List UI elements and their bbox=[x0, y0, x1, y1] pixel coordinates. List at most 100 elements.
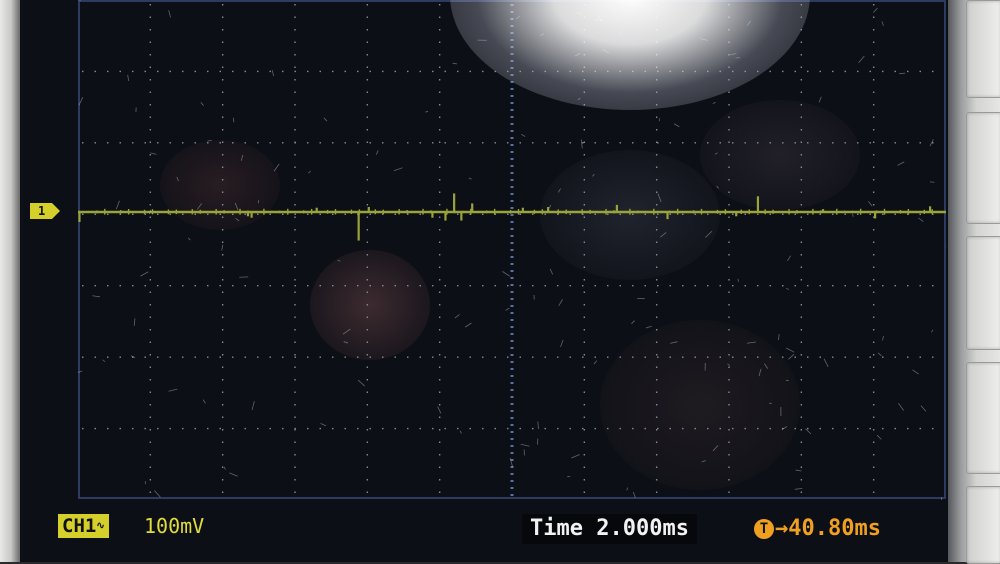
screen-dust-speck bbox=[550, 269, 553, 274]
screen-dust-speck bbox=[747, 342, 756, 343]
waveform-svg bbox=[78, 0, 946, 500]
screen-dust-speck bbox=[873, 8, 877, 12]
screen-dust-speck bbox=[603, 49, 610, 53]
screen-dust-speck bbox=[778, 334, 779, 340]
screen-dust-speck bbox=[438, 407, 441, 414]
screen-dust-speck bbox=[633, 492, 635, 498]
screen-dust-speck bbox=[795, 488, 802, 489]
trigger-arrow: → bbox=[775, 516, 788, 541]
screen-dust-speck bbox=[786, 380, 789, 381]
screen-dust-speck bbox=[788, 354, 794, 359]
screen-dust-speck bbox=[92, 296, 99, 297]
screen-dust-speck bbox=[540, 34, 544, 36]
channel1-badge-label: CH1 bbox=[62, 515, 96, 537]
status-bar: CH1∿ 100mV Time 2.000ms T→40.80ms bbox=[20, 510, 948, 550]
trigger-offset-readout[interactable]: T→40.80ms bbox=[748, 514, 887, 544]
softkey-3-button[interactable] bbox=[966, 236, 1000, 350]
screen-dust-speck bbox=[595, 20, 604, 21]
screen-dust-speck bbox=[358, 380, 365, 386]
screen-dust-speck bbox=[713, 102, 716, 103]
screen-dust-speck bbox=[274, 164, 279, 171]
screen-dust-speck bbox=[321, 423, 326, 425]
screen-dust-speck bbox=[560, 340, 563, 347]
screen-dust-speck bbox=[858, 56, 864, 63]
screen-dust-speck bbox=[852, 214, 853, 217]
screen-dust-speck bbox=[581, 139, 582, 148]
screen-dust-speck bbox=[819, 97, 821, 103]
screen-dust-speck bbox=[898, 403, 903, 410]
screen-dust-speck bbox=[103, 360, 105, 362]
screen-dust-speck bbox=[197, 203, 201, 209]
screen-dust-speck bbox=[128, 75, 129, 81]
screen-dust-speck bbox=[747, 21, 751, 26]
screen-dust-speck bbox=[134, 318, 135, 325]
screen-dust-speck bbox=[559, 299, 563, 305]
softkey-5-button[interactable] bbox=[966, 486, 1000, 564]
screen-dust-speck bbox=[931, 330, 933, 332]
screen-dust-speck bbox=[594, 361, 597, 365]
screen-dust-speck bbox=[674, 124, 679, 127]
screen-dust-speck bbox=[506, 308, 510, 310]
screen-dust-speck bbox=[787, 256, 790, 261]
screen-dust-speck bbox=[631, 321, 634, 324]
screen-dust-speck bbox=[899, 73, 905, 74]
screen-dust-speck bbox=[700, 39, 707, 41]
trigger-offset-value: 40.80ms bbox=[788, 516, 881, 541]
screen-dust-speck bbox=[235, 203, 238, 210]
screen-dust-speck bbox=[116, 201, 119, 209]
screen-dust-speck bbox=[877, 435, 881, 439]
screen-dust-speck bbox=[717, 186, 719, 188]
screen-dust-speck bbox=[659, 118, 660, 121]
screen-dust-speck bbox=[394, 168, 402, 171]
coupling-icon: ∿ bbox=[96, 521, 104, 532]
timebase-readout[interactable]: Time 2.000ms bbox=[522, 514, 697, 544]
screen-dust-speck bbox=[188, 238, 190, 240]
screen-dust-speck bbox=[453, 63, 457, 64]
screen-dust-speck bbox=[516, 16, 520, 19]
screen-dust-speck bbox=[169, 389, 178, 391]
screen-dust-speck bbox=[338, 260, 341, 261]
screen-dust-speck bbox=[203, 400, 205, 404]
screen-dust-speck bbox=[882, 21, 883, 25]
screen-dust-speck bbox=[731, 54, 737, 55]
screen-dust-speck bbox=[670, 342, 677, 344]
softkey-2-button[interactable] bbox=[966, 112, 1000, 224]
screen-dust-speck bbox=[241, 155, 243, 161]
screen-dust-speck bbox=[469, 178, 472, 179]
screen-dust-speck bbox=[224, 467, 225, 470]
softkey-4-button[interactable] bbox=[966, 362, 1000, 474]
waveform-plot-area bbox=[78, 0, 946, 500]
screen-dust-speck bbox=[898, 162, 905, 165]
screen-dust-speck bbox=[201, 102, 204, 106]
channel1-marker-label: 1 bbox=[30, 202, 58, 220]
screen-dust-speck bbox=[883, 336, 884, 340]
screen-dust-speck bbox=[824, 359, 828, 367]
screen-dust-speck bbox=[344, 342, 348, 343]
screen-dust-speck bbox=[538, 422, 539, 429]
screen-dust-speck bbox=[207, 140, 211, 141]
screen-dust-speck bbox=[575, 53, 580, 56]
screen-dust-speck bbox=[465, 323, 471, 327]
screen-dust-speck bbox=[764, 364, 767, 369]
screen-dust-speck bbox=[502, 271, 510, 276]
screen-dust-speck bbox=[715, 153, 718, 154]
screen-dust-speck bbox=[921, 406, 926, 412]
screen-dust-speck bbox=[727, 364, 730, 366]
channel1-ground-marker[interactable]: 1 bbox=[30, 202, 58, 220]
screen-dust-speck bbox=[627, 488, 628, 491]
scope-display: 1 bbox=[20, 0, 948, 562]
timebase-value: 2.000ms bbox=[596, 516, 689, 541]
screen-dust-speck bbox=[702, 461, 706, 462]
softkey-1-button[interactable] bbox=[966, 0, 1000, 98]
screen-dust-speck bbox=[521, 444, 530, 446]
screen-dust-speck bbox=[177, 177, 179, 181]
screen-dust-speck bbox=[558, 189, 560, 193]
screen-dust-speck bbox=[658, 194, 661, 202]
screen-dust-speck bbox=[759, 369, 761, 376]
channel1-badge[interactable]: CH1∿ bbox=[58, 514, 109, 538]
screen-dust-speck bbox=[272, 70, 273, 76]
screen-dust-speck bbox=[878, 353, 881, 356]
screen-dust-speck bbox=[151, 153, 157, 155]
screen-dust-speck bbox=[521, 134, 525, 136]
screen-dust-speck bbox=[460, 431, 461, 434]
